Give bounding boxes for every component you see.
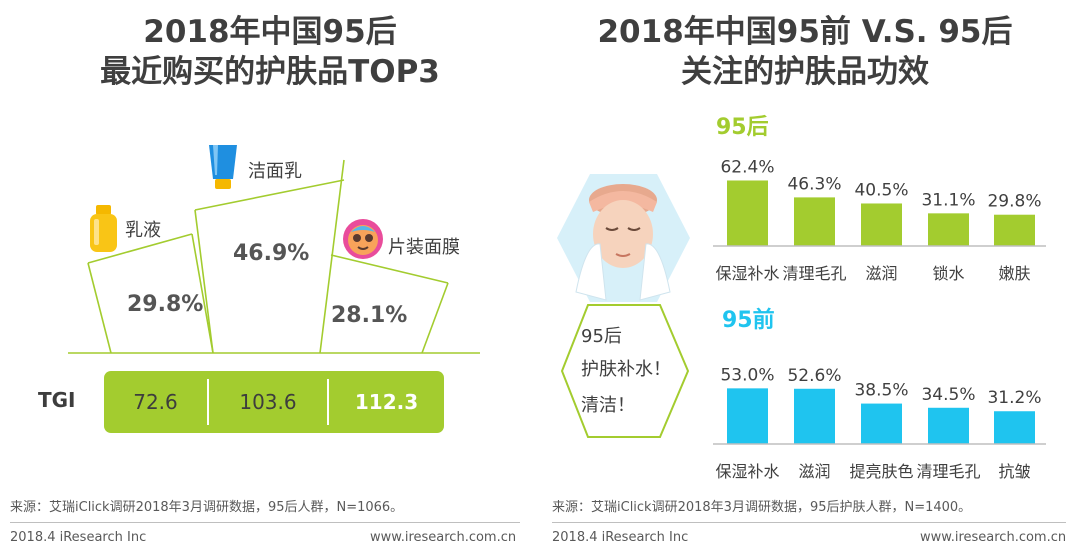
data-label: 52.6% (787, 366, 841, 386)
tgi-divider (207, 379, 209, 425)
category-label: 保湿补水 (715, 264, 779, 283)
data-label: 46.3% (787, 174, 841, 194)
left-title: 2018年中国95后 最近购买的护肤品TOP3 (40, 12, 500, 92)
bar (861, 403, 902, 444)
podium-lines (68, 159, 480, 354)
right-source: 来源：艾瑞iClick调研2018年3月调研数据，95后护肤人群，N=1400。 (552, 500, 972, 515)
product-name-mask: 片装面膜 (388, 237, 460, 258)
tgi-mask: 112.3 (354, 390, 419, 414)
right-title: 2018年中国95前 V.S. 95后 关注的护肤品功效 (560, 12, 1050, 92)
bubble-line1: 95后 (581, 326, 622, 347)
face-mask-icon (343, 219, 383, 259)
cleanser-tube-icon (209, 145, 237, 189)
category-label: 清理毛孔 (782, 264, 846, 283)
data-label: 53.0% (720, 365, 774, 385)
category-label: 抗皱 (998, 462, 1030, 481)
bar (994, 411, 1035, 444)
bar (928, 407, 969, 444)
bar (928, 213, 969, 246)
left-footer-company: 2018.4 iResearch Inc (10, 530, 147, 545)
bar (727, 180, 768, 246)
category-label: 提亮肤色 (849, 462, 913, 481)
left-footer-divider (10, 522, 520, 523)
category-label: 清理毛孔 (916, 462, 980, 481)
product-name-lotion: 乳液 (125, 220, 161, 241)
bar (994, 214, 1035, 246)
category-label: 锁水 (932, 264, 964, 283)
data-label: 38.5% (854, 381, 908, 401)
bar (794, 197, 835, 246)
category-label: 嫩肤 (998, 264, 1030, 283)
chart-title: 95后 (716, 115, 769, 140)
data-label: 34.5% (921, 385, 975, 405)
tgi-cleanser: 103.6 (239, 390, 297, 414)
category-label: 保湿补水 (715, 462, 779, 481)
data-label: 40.5% (854, 180, 908, 200)
data-label: 31.1% (921, 190, 975, 210)
tgi-label: TGI (38, 388, 76, 412)
left-source: 来源：艾瑞iClick调研2018年3月调研数据，95后人群，N=1066。 (10, 500, 404, 515)
category-label: 滋润 (798, 462, 830, 481)
share-cleanser: 46.9% (233, 241, 310, 266)
bubble-line3: 清洁！ (581, 395, 635, 416)
face-washing-illustration (557, 174, 690, 302)
bubble-line2: 护肤补水！ (581, 359, 671, 380)
right-footer-divider (552, 522, 1066, 523)
bar (727, 388, 768, 444)
lotion-bottle-icon (90, 205, 117, 252)
data-label: 62.4% (720, 157, 774, 177)
tgi-lotion: 72.6 (133, 390, 178, 414)
tgi-divider (327, 379, 329, 425)
data-label: 31.2% (987, 388, 1041, 408)
left-title-line1: 2018年中国95后 (143, 14, 397, 50)
right-title-line1: 2018年中国95前 V.S. 95后 (597, 14, 1013, 50)
product-name-cleanser: 洁面乳 (248, 161, 302, 182)
right-title-line2: 关注的护肤品功效 (681, 54, 929, 90)
data-label: 29.8% (987, 192, 1041, 212)
right-footer-url: www.iresearch.com.cn (920, 530, 1067, 545)
share-lotion: 29.8% (127, 292, 204, 317)
left-footer-url: www.iresearch.com.cn (370, 530, 517, 545)
category-label: 滋润 (865, 264, 897, 283)
share-mask: 28.1% (331, 303, 408, 328)
right-footer-company: 2018.4 iResearch Inc (552, 530, 689, 545)
tgi-bar (104, 371, 444, 433)
bar (861, 203, 902, 246)
bar (794, 388, 835, 444)
left-title-line2: 最近购买的护肤品TOP3 (100, 54, 440, 90)
bubble-hexagon (560, 304, 690, 438)
chart-title: 95前 (722, 307, 775, 333)
